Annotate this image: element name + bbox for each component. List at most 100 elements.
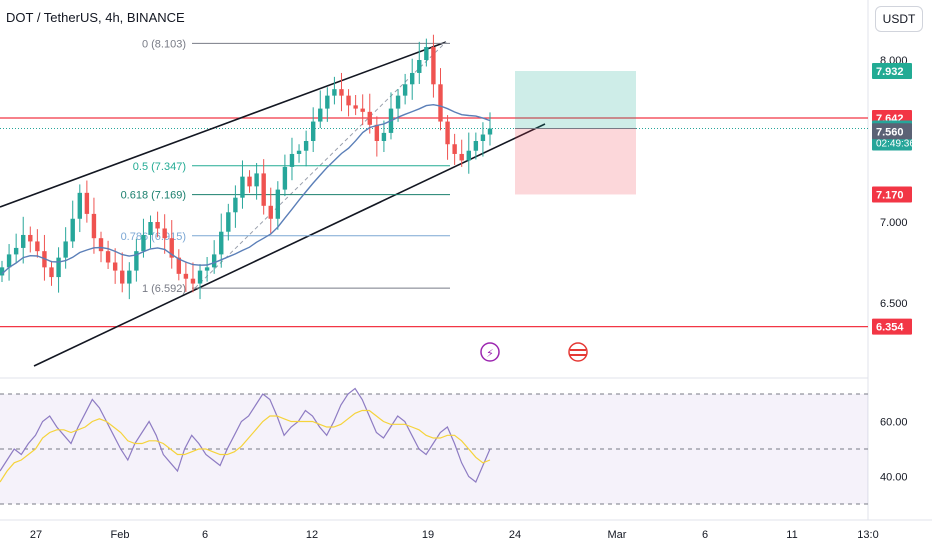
time-tick-label: 6 [702, 529, 708, 541]
candle-body [0, 267, 5, 276]
time-tick-label: 24 [509, 529, 521, 541]
candle-body [169, 238, 174, 258]
candle-body [374, 124, 380, 141]
time-tick-label: 27 [30, 529, 42, 541]
candle-body [268, 205, 273, 219]
fib-level-label: 0.5 (7.347) [133, 161, 186, 173]
candle-body [28, 234, 33, 242]
price-tick-label: 7.000 [880, 217, 908, 229]
candle-body [49, 267, 54, 278]
candle-body [346, 95, 351, 106]
candle-body [247, 176, 252, 187]
candle-body [402, 84, 408, 96]
candle-body [190, 278, 196, 284]
economic-event-icon [568, 342, 588, 362]
candle-body [325, 95, 330, 109]
time-tick-label: Feb [111, 529, 130, 541]
candle-body [431, 47, 436, 85]
candle-body [120, 270, 125, 284]
candle-body [480, 134, 486, 141]
symbol-title: DOT / TetherUS, 4h, BINANCE [6, 10, 185, 25]
candle-body [233, 197, 238, 213]
candle-body [105, 251, 111, 263]
candle-body [410, 72, 415, 85]
candle-body [318, 108, 323, 122]
candle-body [438, 84, 443, 122]
candle-body [21, 234, 26, 248]
candle-body [183, 273, 189, 279]
candle-body [112, 262, 118, 271]
candle-body [473, 141, 479, 151]
time-tick-label: 13:0 [857, 529, 878, 541]
candle-body [353, 105, 358, 109]
target-zone [515, 71, 636, 129]
candle-body [134, 251, 139, 271]
time-tick-label: 19 [422, 529, 434, 541]
candle-body [98, 238, 104, 252]
candle-body [289, 153, 295, 167]
candle-body [63, 241, 68, 258]
candle-body [211, 254, 217, 268]
fib-level-label: 1 (6.592) [142, 283, 186, 295]
candle-body [296, 150, 302, 154]
fib-level-label: 0.786 (6.915) [121, 231, 186, 243]
time-tick-label: 6 [202, 529, 208, 541]
candle-body [35, 241, 40, 252]
candle-body [91, 213, 97, 239]
fib-trend-line [194, 41, 447, 289]
candle-body [339, 89, 344, 96]
candle-body [303, 141, 309, 151]
candle-body [6, 254, 12, 268]
price-label-text: 7.932 [876, 66, 904, 78]
channel-lower-line [33, 123, 546, 367]
candle-body [332, 89, 337, 96]
price-label-stop [872, 186, 912, 203]
price-label-level [872, 318, 912, 335]
earnings-event-icon [480, 342, 500, 362]
candle-body [219, 231, 224, 255]
rsi-tick-label: 40.00 [880, 472, 908, 484]
currency-button[interactable]: USDT [875, 6, 923, 32]
price-label-target [872, 63, 912, 80]
candle-body [176, 257, 182, 274]
candle-body [127, 270, 132, 284]
candle-body [367, 111, 372, 125]
candle-body [155, 222, 160, 229]
price-label-text: 6.354 [876, 322, 904, 334]
candle-body [360, 108, 365, 112]
candle-body [13, 247, 19, 255]
candle-body [310, 121, 316, 141]
candle-body [77, 192, 82, 219]
candle-body [148, 222, 153, 235]
candle-body [417, 60, 422, 73]
candle-body [162, 228, 167, 239]
candle-body [459, 153, 464, 161]
candle-body [240, 176, 245, 198]
time-tick-label: Mar [608, 529, 627, 541]
candle-body [487, 128, 493, 135]
fib-level-label: 0.618 (7.169) [121, 190, 186, 202]
stop-zone [515, 128, 636, 195]
rsi-line [0, 387, 491, 483]
candle-body [452, 144, 457, 154]
price-label-text: 7.560 [876, 126, 904, 138]
time-tick-label: 11 [786, 529, 797, 541]
candle-body [226, 212, 231, 232]
rsi-ma-line [0, 409, 491, 483]
fib-level-label: 0 (8.103) [142, 38, 186, 50]
price-label-ma [872, 123, 912, 140]
candle-body [204, 267, 210, 271]
channel-upper-line [0, 41, 447, 208]
candle-body [395, 95, 401, 109]
candle-body [445, 121, 450, 145]
candle-body [261, 173, 266, 206]
candle-body [197, 270, 203, 284]
candle-body [254, 173, 259, 187]
candle-body [282, 166, 288, 190]
candle-body [275, 189, 281, 219]
time-tick-label: 12 [306, 529, 318, 541]
candle-body [466, 150, 471, 161]
rsi-tick-label: 60.00 [880, 417, 908, 429]
